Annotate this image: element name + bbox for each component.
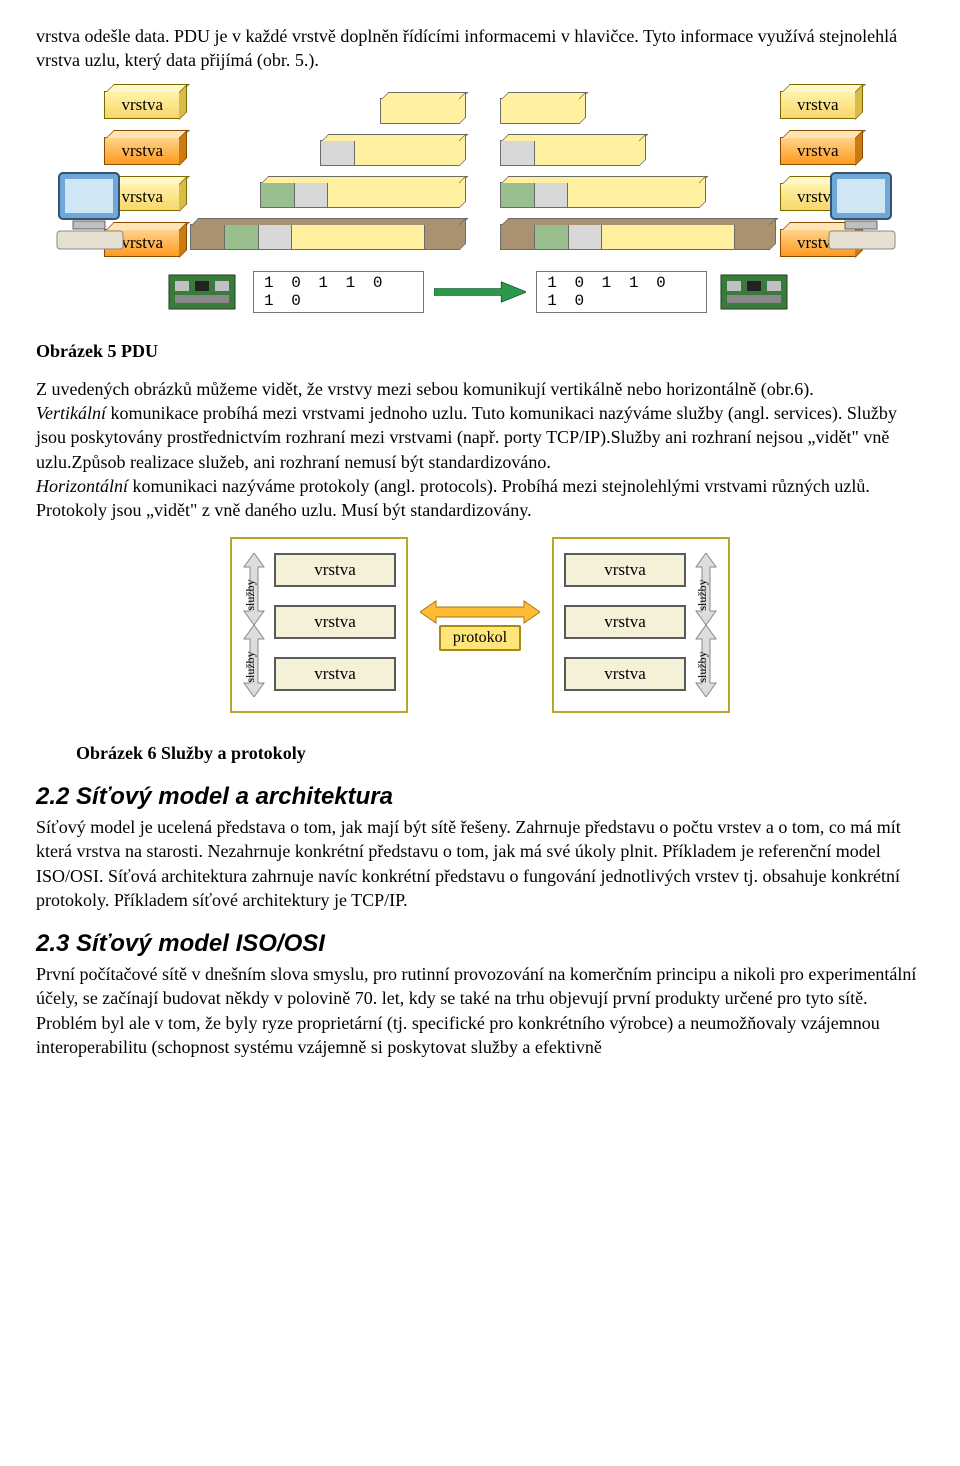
paragraph-3: Síťový model je ucelená představa o tom,… (36, 815, 924, 912)
pdu-bar (500, 140, 640, 166)
para2e: komunikaci nazýváme protokoly (angl. pro… (36, 476, 870, 520)
arrow-icon (434, 278, 527, 306)
para2a: Z uvedených obrázků můžeme vidět, že vrs… (36, 379, 814, 399)
sluzby-text: služby (695, 579, 709, 610)
layer-box: vrstva (564, 657, 686, 691)
protokol-label: protokol (439, 625, 521, 651)
layer-box: vrstva (564, 605, 686, 639)
layer-label-left: vrstva (104, 91, 180, 119)
sluzby-text: služby (695, 651, 709, 682)
bits-right: 1 0 1 1 0 1 0 (536, 271, 707, 313)
layer-box: vrstva (274, 605, 396, 639)
sluzby-text: služby (243, 651, 257, 682)
para2b: Vertikální (36, 403, 106, 423)
paragraph-intro: vrstva odešle data. PDU je v každé vrstv… (36, 24, 924, 73)
pdu-bar (500, 182, 700, 208)
node-left: služby služby vrstva vrstva vrstva (230, 537, 408, 713)
figure-pdu: vrstva vrstva vrstva vrstva vrstva vrstv… (65, 91, 895, 317)
heading-2-2: 2.2 Síťový model a architektura (36, 783, 924, 811)
network-card-icon (165, 267, 243, 317)
layer-label-right: vrstva (780, 137, 856, 165)
layer-box: vrstva (274, 657, 396, 691)
sluzby-arrows-left: služby služby (242, 553, 266, 697)
caption-5: Obrázek 5 PDU (36, 339, 924, 363)
layer-box: vrstva (564, 553, 686, 587)
layer-label-left: vrstva (104, 137, 180, 165)
layer-label-right: vrstva (780, 91, 856, 119)
computer-icon (825, 167, 903, 257)
figure-services-protocols: služby služby vrstva vrstva vrstva proto… (140, 537, 820, 713)
pdu-bars (190, 98, 770, 250)
caption-6: Obrázek 6 Služby a protokoly (76, 741, 924, 765)
layer-box: vrstva (274, 553, 396, 587)
pdu-bar (320, 140, 460, 166)
sluzby-text: služby (243, 579, 257, 610)
paragraph-2: Z uvedených obrázků můžeme vidět, že vrs… (36, 377, 924, 523)
computer-icon (53, 167, 131, 257)
node-right: vrstva vrstva vrstva služby služby (552, 537, 730, 713)
network-card-icon (717, 267, 795, 317)
bits-left: 1 0 1 1 0 1 0 (253, 271, 424, 313)
pdu-bar (500, 224, 770, 250)
pdu-bar (380, 98, 460, 124)
para2c: komunikace probíhá mezi vrstvami jednoho… (36, 403, 897, 472)
pdu-bar (260, 182, 460, 208)
sluzby-arrows-right: služby služby (694, 553, 718, 697)
paragraph-4: První počítačové sítě v dnešním slova sm… (36, 962, 924, 1059)
heading-2-3: 2.3 Síťový model ISO/OSI (36, 930, 924, 958)
pdu-bar (500, 98, 580, 124)
pdu-bar (190, 224, 460, 250)
protocol-arrow: protokol (420, 599, 540, 651)
para2d: Horizontální (36, 476, 128, 496)
